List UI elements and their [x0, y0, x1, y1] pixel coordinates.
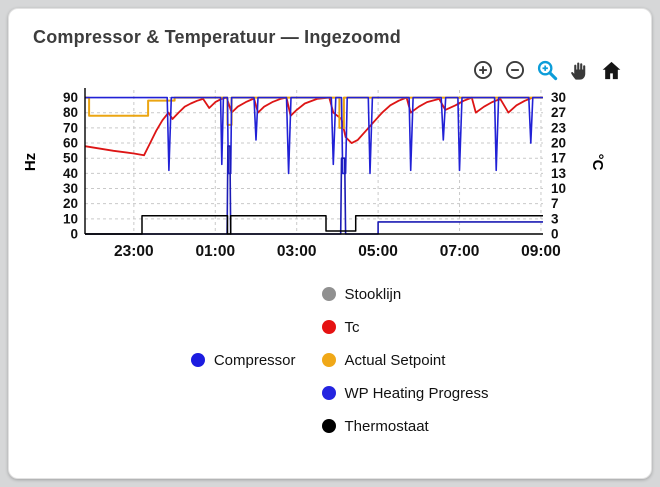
chart-toolbar — [9, 58, 623, 82]
svg-text:50: 50 — [63, 151, 78, 166]
legend-label: Stooklijn — [344, 285, 402, 303]
svg-text:90: 90 — [63, 90, 78, 105]
box-zoom-icon — [537, 60, 557, 80]
svg-text:70: 70 — [63, 120, 78, 135]
legend-label: Tc — [344, 318, 360, 336]
svg-text:10: 10 — [551, 181, 566, 196]
home-icon — [602, 61, 620, 79]
svg-text:10: 10 — [63, 211, 78, 226]
svg-text:01:00: 01:00 — [195, 243, 235, 260]
left-axis-title: Hz — [22, 153, 39, 171]
legend-dot — [321, 320, 336, 334]
svg-text:40: 40 — [63, 166, 78, 181]
svg-text:60: 60 — [63, 136, 78, 151]
svg-text:30: 30 — [63, 181, 78, 196]
svg-text:0: 0 — [551, 227, 559, 242]
zoom-out-icon — [505, 60, 524, 79]
svg-text:09:00: 09:00 — [521, 243, 561, 260]
legend-label: Actual Setpoint — [344, 351, 446, 369]
series-thermostaat — [85, 215, 543, 235]
tick-labels: 01020304050607080900371013172023273023:0… — [63, 90, 567, 260]
svg-text:0: 0 — [70, 227, 78, 242]
series-wp-heating-progress — [85, 145, 543, 235]
svg-text:80: 80 — [63, 105, 78, 120]
legend-label: WP Heating Progress — [344, 384, 489, 402]
axes — [84, 88, 543, 235]
series — [84, 96, 543, 235]
compressor-temperature-chart[interactable]: 01020304050607080900371013172023273023:0… — [19, 84, 639, 268]
svg-text:20: 20 — [551, 136, 566, 151]
box-zoom-button[interactable] — [535, 58, 559, 82]
svg-text:07:00: 07:00 — [440, 243, 480, 260]
svg-text:27: 27 — [551, 105, 566, 120]
legend-item-compressor[interactable]: Compressor — [190, 349, 296, 371]
series-compressor — [85, 96, 543, 175]
pan-button[interactable] — [567, 58, 591, 82]
legend-dot — [321, 287, 336, 301]
legend-dot — [321, 353, 336, 367]
chart-area: 0 10 20 30 40 50 60 70 80 90 0 3 7 10 13 17 20 23 27 30 23:0… — [19, 84, 641, 273]
zoom-in-icon — [473, 60, 492, 79]
svg-text:23:00: 23:00 — [114, 243, 154, 260]
svg-text:7: 7 — [551, 196, 559, 211]
svg-text:13: 13 — [551, 166, 567, 181]
legend-item-thermostaat[interactable]: Thermostaat — [321, 415, 489, 437]
chart-legend: Stooklijn Tc Compressor Actual Setpoint WP H… — [172, 283, 489, 437]
series-tc — [84, 96, 543, 157]
chart-card: Compressor & Temperatuur — Ingezoomd — [8, 8, 652, 479]
pan-hand-icon — [570, 62, 585, 80]
legend-item-tc[interactable]: Tc — [321, 316, 489, 338]
svg-text:20: 20 — [63, 196, 78, 211]
svg-text:30: 30 — [551, 90, 566, 105]
svg-text:23: 23 — [551, 120, 567, 135]
legend-label: Compressor — [213, 351, 296, 369]
legend-dot — [321, 419, 336, 433]
gridlines — [85, 90, 543, 235]
home-button[interactable] — [599, 58, 623, 82]
legend-item-wp-heating-progress[interactable]: WP Heating Progress — [321, 382, 489, 404]
legend-item-stooklijn[interactable]: Stooklijn — [321, 283, 489, 305]
svg-text:03:00: 03:00 — [277, 243, 317, 260]
svg-text:05:00: 05:00 — [358, 243, 398, 260]
svg-text:17: 17 — [551, 151, 566, 166]
legend-dot — [190, 353, 205, 367]
zoom-in-button[interactable] — [471, 58, 495, 82]
legend-label: Thermostaat — [344, 417, 429, 435]
card-title: Compressor & Temperatuur — Ingezoomd — [33, 27, 401, 47]
right-axis-title: °C — [589, 154, 606, 171]
legend-item-actual-setpoint[interactable]: Actual Setpoint — [321, 349, 489, 371]
zoom-out-button[interactable] — [503, 58, 527, 82]
svg-text:3: 3 — [551, 211, 559, 226]
legend-dot — [321, 386, 336, 400]
